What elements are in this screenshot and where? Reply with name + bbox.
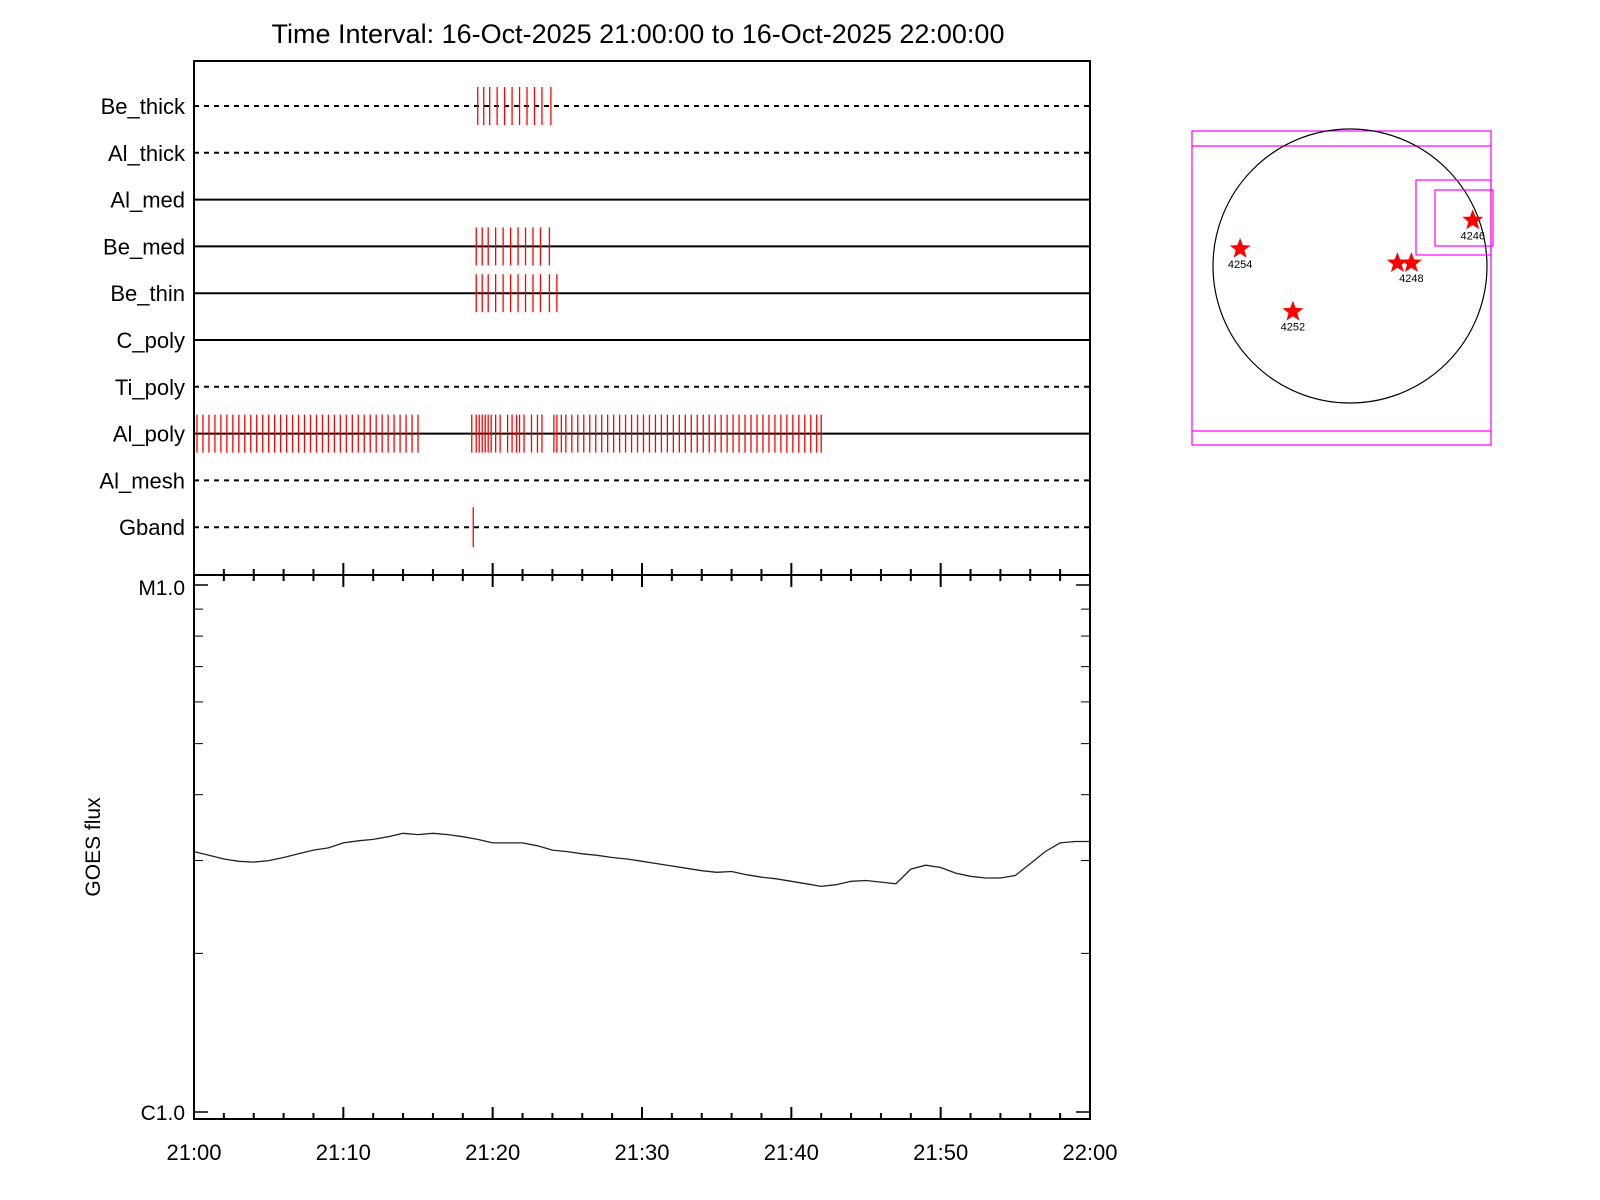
sun-location-map: 4246 4254 4248 4252 xyxy=(1191,128,1494,446)
filter-row-label-4: Be_thin xyxy=(110,281,185,306)
filter-timeline-panel: Be_thick Al_thick Al_med Be_med Be_thin C_pol… xyxy=(99,60,1091,576)
x-tick-label-3: 21:30 xyxy=(614,1140,669,1165)
goes-flux-series-line xyxy=(193,832,1090,888)
filter-row-label-9: Gband xyxy=(119,515,185,540)
filter-row-label-2: Al_med xyxy=(110,188,185,213)
x-tick-label-5: 21:50 xyxy=(913,1140,968,1165)
active-region-star-adjacent xyxy=(1386,252,1408,272)
x-tick-label-4: 21:40 xyxy=(764,1140,819,1165)
fov-frame-outer xyxy=(1191,130,1492,446)
fov-box-large xyxy=(1415,179,1492,256)
filter-row-label-0: Be_thick xyxy=(101,94,186,119)
x-tick-label-6: 22:00 xyxy=(1062,1140,1117,1165)
solar-disk xyxy=(1212,128,1488,404)
y-tick-label-bottom: C1.0 xyxy=(141,1102,185,1125)
y-axis-label: GOES flux xyxy=(82,797,105,897)
fov-box-small xyxy=(1434,189,1494,247)
active-region-star-4248 xyxy=(1400,252,1422,272)
filter-row-label-6: Ti_poly xyxy=(115,375,185,400)
x-tick-label-1: 21:10 xyxy=(316,1140,371,1165)
x-tick-label-2: 21:20 xyxy=(465,1140,520,1165)
goes-flux-panel: M1.0 C1.0 GOES flux 21:00 21:10 21:20 21:30… xyxy=(82,563,1118,1165)
filter-row-label-1: Al_thick xyxy=(108,141,186,166)
active-region-label-4248: 4248 xyxy=(1399,273,1423,285)
active-region-label-4252: 4252 xyxy=(1281,322,1305,334)
active-region-star-4254 xyxy=(1229,237,1251,258)
active-region-label-4254: 4254 xyxy=(1228,259,1252,271)
active-region-star-4252 xyxy=(1282,300,1304,321)
active-region-star-4246 xyxy=(1462,209,1484,230)
filter-row-label-7: Al_poly xyxy=(113,422,185,447)
filter-panel-frame xyxy=(193,60,1091,576)
x-tick-label-0: 21:00 xyxy=(166,1140,221,1165)
chart-title: Time Interval: 16-Oct-2025 21:00:00 to 1… xyxy=(272,19,1005,49)
y-tick-label-top: M1.0 xyxy=(138,577,185,600)
filter-row-label-5: C_poly xyxy=(117,328,185,353)
active-region-label-4246: 4246 xyxy=(1460,230,1484,242)
filter-row-label-8: Al_mesh xyxy=(99,468,185,493)
goes-panel-frame xyxy=(193,574,1091,1120)
filter-row-label-3: Be_med xyxy=(103,234,185,259)
